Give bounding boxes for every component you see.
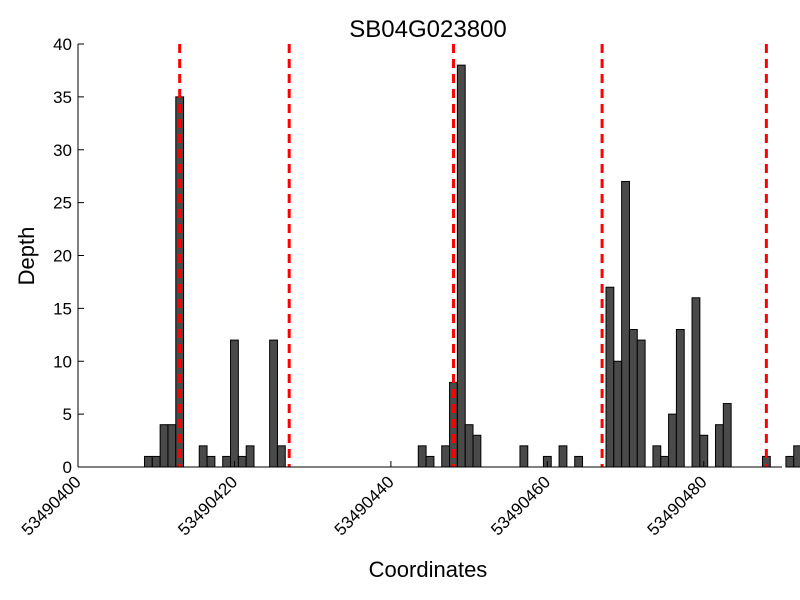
x-axis-title: Coordinates xyxy=(369,557,488,582)
y-tick-label: 25 xyxy=(53,194,72,213)
bar-series xyxy=(143,64,800,468)
bar xyxy=(151,455,161,468)
bar xyxy=(276,445,286,468)
bar xyxy=(668,413,677,468)
bar xyxy=(715,424,724,468)
y-tick-label: 35 xyxy=(53,88,72,107)
bar xyxy=(425,455,435,468)
bar xyxy=(793,445,800,468)
bar xyxy=(621,180,630,468)
x-tick-label: 53490460 xyxy=(487,472,554,539)
y-tick-label: 0 xyxy=(63,458,72,477)
bar xyxy=(269,339,278,468)
bar xyxy=(628,329,638,468)
bar xyxy=(785,455,795,468)
bar xyxy=(558,445,568,468)
bar xyxy=(441,445,451,468)
y-axis-ticks: 0 5 10 15 20 25 30 35 40 xyxy=(53,35,84,477)
bar xyxy=(519,445,529,468)
bar xyxy=(636,339,646,468)
y-tick-label: 15 xyxy=(53,299,72,318)
bar xyxy=(675,329,685,468)
y-tick-label: 40 xyxy=(53,35,72,54)
y-tick-label: 10 xyxy=(53,352,72,371)
bar xyxy=(722,403,732,468)
chart-title: SB04G023800 xyxy=(349,16,506,43)
x-tick-label: 53490440 xyxy=(331,472,398,539)
bar xyxy=(198,445,208,468)
x-tick-label: 53490400 xyxy=(18,472,85,539)
bar xyxy=(652,445,662,468)
bar xyxy=(417,445,427,468)
x-axis-ticks: 53490400 53490420 53490440 53490460 53490480 xyxy=(18,461,711,539)
bar xyxy=(230,339,239,468)
y-tick-label: 5 xyxy=(63,405,72,424)
bar xyxy=(574,455,584,468)
bar xyxy=(245,445,255,468)
bar xyxy=(237,455,247,468)
y-tick-label: 20 xyxy=(53,247,72,266)
y-axis-title: Depth xyxy=(14,227,39,286)
bar xyxy=(464,424,474,468)
bar xyxy=(143,455,153,468)
bar xyxy=(613,360,623,468)
bar xyxy=(222,455,232,468)
bar xyxy=(167,424,177,468)
bar xyxy=(159,424,169,468)
y-tick-label: 30 xyxy=(53,141,72,160)
x-tick-label: 53490420 xyxy=(174,472,241,539)
x-tick-label: 53490480 xyxy=(644,472,711,539)
bar xyxy=(660,455,670,468)
bar xyxy=(605,286,615,468)
bar xyxy=(472,434,482,468)
bar xyxy=(691,297,701,468)
bar xyxy=(456,64,466,468)
marker-lines xyxy=(178,44,768,467)
bar xyxy=(206,455,216,468)
